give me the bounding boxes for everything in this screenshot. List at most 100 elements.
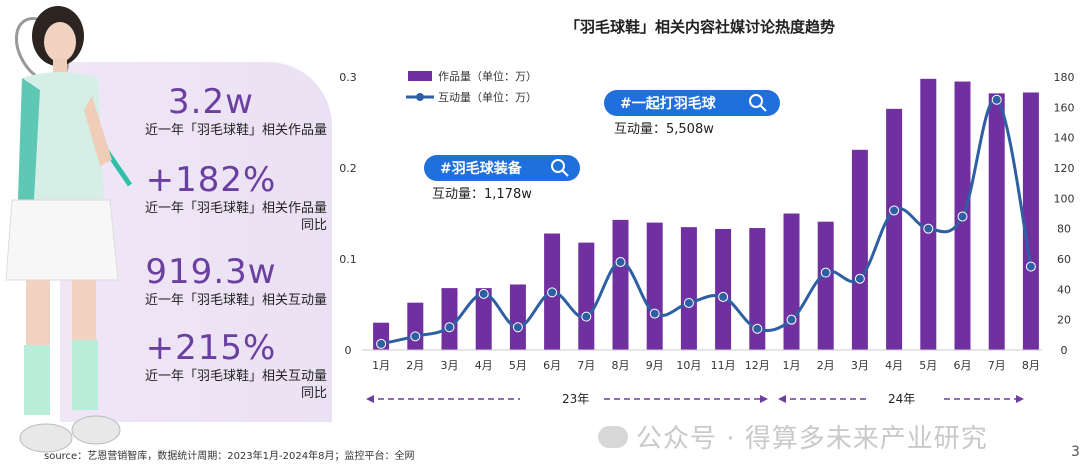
x-tick-label: 10月 xyxy=(676,359,701,372)
stat-interaction-yoy: +215% 近一年「羽毛球鞋」相关互动量 同比 xyxy=(95,328,327,402)
bar xyxy=(1022,92,1039,350)
x-tick-label: 3月 xyxy=(851,359,869,372)
x-tick-label: 9月 xyxy=(646,359,664,372)
right-tick-label: 40 xyxy=(1057,283,1071,296)
left-axis: 0 0.1 0.2 0.3 xyxy=(339,71,357,357)
bar xyxy=(886,108,903,350)
stat-value: 919.3w xyxy=(145,252,277,292)
x-tick-label: 5月 xyxy=(919,359,937,372)
bar xyxy=(509,284,526,350)
x-tick-label: 8月 xyxy=(612,359,630,372)
line-point xyxy=(581,311,592,322)
x-tick-label: 6月 xyxy=(543,359,561,372)
bar xyxy=(475,288,492,350)
bar xyxy=(851,149,868,350)
line-point xyxy=(991,94,1002,105)
line-point xyxy=(957,211,968,222)
chart-title: 「羽毛球鞋」相关内容社媒讨论热度趋势 xyxy=(564,18,835,36)
watermark: 公众号 · 得算多未来产业研究 xyxy=(598,418,988,455)
callout-tag: #羽毛球装备 xyxy=(440,160,523,177)
line-point xyxy=(615,257,626,268)
x-axis: 1月 2月 3月 4月 5月 6月 7月 8月 9月 10月 11月 12月 1月 2月 3月 4月 5月 6月 7… xyxy=(372,359,1040,372)
stat-value: +182% xyxy=(145,160,277,200)
bar-series xyxy=(373,78,1039,351)
right-tick-label: 80 xyxy=(1057,223,1071,236)
line-point xyxy=(649,308,660,319)
stat-value: +215% xyxy=(145,328,277,368)
line-point xyxy=(376,338,387,349)
bar xyxy=(749,228,766,350)
x-tick-label: 7月 xyxy=(988,359,1006,372)
right-tick-label: 20 xyxy=(1057,314,1071,327)
x-tick-label: 2月 xyxy=(406,359,424,372)
legend-bar-swatch xyxy=(408,71,432,81)
x-tick-label: 11月 xyxy=(711,359,736,372)
callout-text: 互动量：5,508w xyxy=(614,122,714,137)
bar xyxy=(920,78,937,350)
callout-play-badminton: #一起打羽毛球 互动量：5,508w xyxy=(604,90,780,137)
legend-line-label: 互动量（单位：万） xyxy=(438,90,537,104)
line-series xyxy=(376,94,1036,349)
callout-pill xyxy=(424,155,580,181)
stat-works-volume: 3.2w 近一年「羽毛球鞋」相关作品量 xyxy=(95,82,327,139)
left-tick-label: 0.2 xyxy=(339,162,357,175)
search-icon xyxy=(551,159,565,173)
bar xyxy=(715,228,732,350)
page-number: 3 xyxy=(1071,444,1080,460)
line-point xyxy=(444,322,455,333)
line-point xyxy=(512,322,523,333)
stat-label: 近一年「羽毛球鞋」相关作品量 xyxy=(144,123,327,138)
bar xyxy=(646,222,663,350)
year-label: 24年 xyxy=(888,392,915,406)
line-point xyxy=(820,267,831,278)
right-tick-label: 120 xyxy=(1054,162,1075,175)
bar xyxy=(578,242,595,350)
bar xyxy=(817,221,834,350)
right-tick-label: 180 xyxy=(1054,71,1075,84)
x-tick-label: 4月 xyxy=(475,359,493,372)
stat-label: 近一年「羽毛球鞋」相关互动量 xyxy=(144,293,327,308)
line-point xyxy=(683,297,694,308)
line-point xyxy=(786,314,797,325)
year-label: 23年 xyxy=(562,392,589,406)
left-tick-label: 0.3 xyxy=(339,71,357,84)
x-tick-label: 1月 xyxy=(372,359,390,372)
year-marker-2024: 24年 xyxy=(778,392,1024,406)
callout-badminton-equipment: #羽毛球装备 互动量：1,178w xyxy=(424,155,580,202)
right-tick-label: 160 xyxy=(1054,101,1075,114)
stat-label-suffix: 同比 xyxy=(300,218,327,233)
legend-bar-label: 作品量（单位：万） xyxy=(438,69,537,83)
wechat-icon xyxy=(598,425,628,448)
bar xyxy=(407,302,424,350)
year-marker-2023: 23年 xyxy=(366,392,768,406)
callout-tag: #一起打羽毛球 xyxy=(620,95,717,112)
right-axis: 0 20 40 60 80 100 120 140 160 180 xyxy=(1054,71,1075,357)
x-tick-label: 3月 xyxy=(441,359,459,372)
bar xyxy=(612,219,629,350)
x-tick-label: 6月 xyxy=(954,359,972,372)
stat-label-suffix: 同比 xyxy=(300,386,327,401)
bar xyxy=(441,288,458,350)
line-point xyxy=(1025,261,1036,272)
stat-works-yoy: +182% 近一年「羽毛球鞋」相关作品量 同比 xyxy=(95,160,327,234)
right-tick-label: 60 xyxy=(1057,253,1071,266)
right-tick-label: 0 xyxy=(1061,344,1068,357)
stat-interaction-volume: 919.3w 近一年「羽毛球鞋」相关互动量 xyxy=(95,252,327,309)
bar xyxy=(680,227,697,350)
x-tick-label: 12月 xyxy=(745,359,770,372)
stat-label: 近一年「羽毛球鞋」相关作品量 xyxy=(144,201,327,216)
line-point xyxy=(889,205,900,216)
bar xyxy=(783,213,800,350)
right-tick-label: 140 xyxy=(1054,132,1075,145)
line-point xyxy=(718,291,729,302)
line-point xyxy=(854,273,865,284)
badminton-player-image xyxy=(5,6,133,453)
callout-text: 互动量：1,178w xyxy=(432,187,532,202)
source-note: source：艺恩营销智库，数据统计周期：2023年1月-2024年8月；监控平… xyxy=(44,451,415,462)
x-tick-label: 8月 xyxy=(1022,359,1040,372)
x-tick-label: 1月 xyxy=(783,359,801,372)
x-tick-label: 5月 xyxy=(509,359,527,372)
search-icon xyxy=(749,94,763,108)
line-point xyxy=(478,288,489,299)
